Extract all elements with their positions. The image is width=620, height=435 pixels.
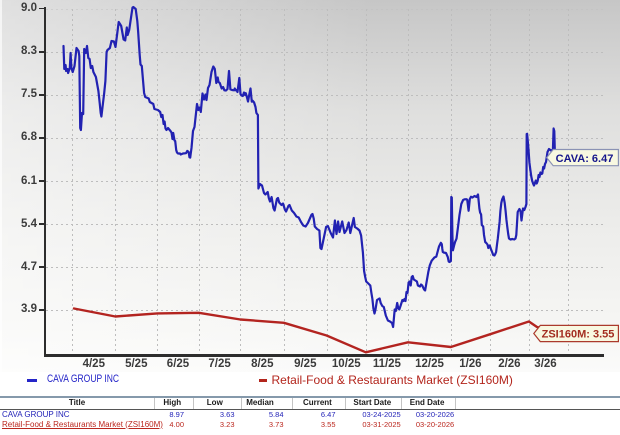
svg-text:CAVA: 6.47: CAVA: 6.47: [556, 153, 614, 165]
svg-text:ZSI160M: 3.55: ZSI160M: 3.55: [542, 329, 615, 341]
